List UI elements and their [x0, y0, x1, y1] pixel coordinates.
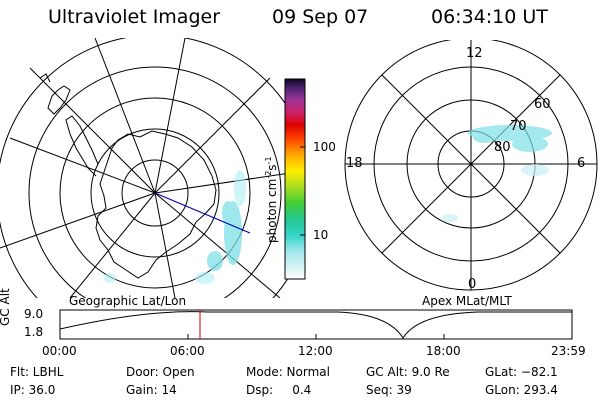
lon-line [154, 77, 271, 194]
aurora-oval [468, 125, 552, 152]
lon-line [154, 172, 290, 194]
altitude-curve [59, 311, 572, 339]
mlt-6-label: 6 [577, 156, 586, 171]
ip-info: IP: 36.0 [10, 383, 56, 397]
lat-circle [59, 97, 251, 289]
xtick-1800: 18:00 [426, 344, 461, 358]
lat-circle [121, 159, 189, 227]
xtick-0000: 00:00 [42, 344, 77, 358]
mlat-70-label: 70 [510, 119, 527, 134]
filter-info: Flt: LBHL [10, 365, 64, 379]
lon-line [0, 192, 156, 249]
lat-circle [90, 128, 220, 258]
altitude-ylabel: GC Alt [0, 288, 12, 326]
lon-line [9, 137, 156, 194]
lon-line [154, 38, 186, 194]
mlt-18-label: 18 [346, 156, 363, 171]
xtick-1200: 12:00 [298, 344, 333, 358]
south-america-coast [39, 73, 71, 115]
colorbar [284, 78, 306, 280]
magnetic-panel-label: Apex MLat/MLT [422, 294, 512, 308]
altitude-plot [59, 309, 573, 340]
instrument-title: Ultraviolet Imager [48, 6, 221, 28]
lon-line [154, 192, 281, 298]
unit-tail: s [265, 164, 279, 171]
lon-line [154, 192, 176, 298]
time-label: 06:34:10 UT [431, 6, 548, 28]
aurora-emission [207, 201, 242, 271]
gcalt-info: GC Alt: 9.0 Re [366, 365, 450, 379]
lon-line [94, 38, 156, 194]
seq-info: Seq: 39 [366, 383, 412, 397]
lon-line [29, 67, 156, 194]
colorbar-tick-100: 100 [313, 140, 336, 154]
glat-info: GLat: −82.1 [485, 365, 558, 379]
geographic-panel-label: Geographic Lat/Lon [69, 294, 187, 308]
xtick-2359: 23:59 [551, 344, 586, 358]
unit-exp: -2 [264, 170, 273, 179]
mlat-80-label: 80 [494, 140, 511, 155]
antarctica-coastline [65, 115, 217, 279]
door-info: Door: Open [126, 365, 195, 379]
unit-main: photon cm [265, 178, 279, 243]
mlt-12-label: 12 [466, 46, 483, 61]
date-label: 09 Sep 07 [272, 6, 369, 28]
colorbar-unit-label: photon cm-2s-1 [264, 156, 279, 243]
altitude-ytick-low: 1.8 [24, 325, 44, 339]
magnetic-polar-plot [344, 40, 598, 291]
altitude-ytick-high: 9.0 [24, 307, 44, 321]
mode-info: Mode: Normal [246, 365, 330, 379]
satellite-track [154, 192, 251, 234]
glon-info: GLon: 293.4 [485, 383, 558, 397]
geographic-map [0, 38, 290, 298]
dsp-info: Dsp: 0.4 [246, 383, 312, 397]
mlt-0-label: 0 [468, 277, 477, 292]
mlat-60-label: 60 [534, 97, 551, 112]
lon-line [69, 192, 156, 298]
gain-info: Gain: 14 [126, 383, 177, 397]
colorbar-tick-10: 10 [313, 228, 329, 242]
lat-circle [28, 66, 282, 298]
xtick-0600: 06:00 [170, 344, 205, 358]
unit-exp2: -1 [264, 156, 273, 165]
